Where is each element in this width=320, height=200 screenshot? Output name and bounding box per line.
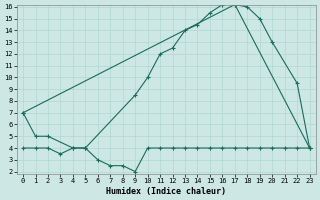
X-axis label: Humidex (Indice chaleur): Humidex (Indice chaleur) [106,187,226,196]
